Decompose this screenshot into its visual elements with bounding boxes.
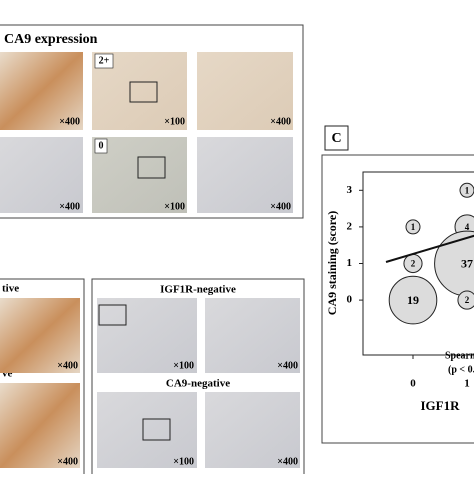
magnification: ×400	[59, 116, 80, 127]
y-tick-label: 0	[347, 294, 353, 306]
bubble	[459, 182, 474, 198]
bubble-label: 2	[411, 259, 416, 269]
label-box	[94, 138, 108, 154]
micrograph	[197, 52, 293, 130]
panel-border	[91, 278, 305, 479]
bubble-label: 1	[465, 185, 470, 195]
x-tick-label: 0	[410, 378, 416, 390]
bubble-label-layer: 1 2 19 1 4 37 2	[407, 185, 473, 306]
group-label: ve	[2, 368, 13, 380]
micrograph	[197, 137, 293, 213]
magnification: ×400	[57, 456, 78, 467]
micrograph	[205, 392, 300, 468]
inset-box	[142, 418, 171, 441]
panel-border	[0, 24, 304, 219]
bubble-label: 1	[411, 222, 416, 232]
magnification: ×400	[57, 360, 78, 371]
micrograph	[97, 298, 197, 373]
y-tick-label: 2	[347, 220, 353, 232]
micrograph	[0, 52, 83, 130]
inset-box	[129, 81, 158, 103]
panel-letter: C	[331, 131, 341, 146]
bubble	[388, 275, 438, 325]
x-tick-label: 1	[464, 378, 470, 390]
magnification: ×100	[164, 116, 185, 127]
magnification: ×400	[59, 201, 80, 212]
micrograph	[0, 383, 80, 468]
grade-label: 0	[99, 140, 104, 151]
bubble-label: 4	[465, 222, 470, 232]
bubble-label: 19	[407, 293, 419, 307]
y-axis-label: CA9 staining (score)	[325, 211, 339, 315]
micrograph	[205, 298, 300, 373]
magnification: ×400	[270, 201, 291, 212]
label-box	[94, 53, 114, 69]
bubble-label: 37	[461, 256, 473, 270]
x-axis-label: IGF1R	[421, 398, 461, 413]
panel-letter-box	[324, 125, 349, 151]
bubble	[405, 219, 421, 235]
y-tick-label: 3	[347, 184, 353, 196]
bubble-layer	[388, 182, 474, 325]
magnification: ×400	[277, 360, 298, 371]
annotation: Spearm	[445, 350, 474, 361]
magnification: ×100	[164, 201, 185, 212]
magnification: ×100	[173, 360, 194, 371]
inset-box	[98, 304, 127, 326]
micrograph	[0, 137, 83, 213]
bubble-label: 2	[465, 295, 470, 305]
grade-label: 2+	[99, 55, 110, 66]
trend-line	[385, 234, 474, 263]
inset-box	[137, 156, 166, 179]
panel-border	[0, 278, 85, 479]
micrograph	[0, 298, 80, 373]
annotation: (p < 0.0	[448, 364, 474, 375]
group-label: CA9-negative	[166, 378, 230, 390]
group-label: tive	[2, 283, 19, 295]
y-tick-label: 1	[347, 257, 353, 269]
group-label: IGF1R-negative	[160, 284, 236, 296]
micrograph	[92, 137, 187, 213]
magnification: ×400	[277, 456, 298, 467]
bubble	[457, 290, 474, 310]
panel-border	[321, 154, 474, 444]
magnification: ×100	[173, 456, 194, 467]
magnification: ×400	[270, 116, 291, 127]
panel-title: CA9 expression	[4, 32, 98, 47]
micrograph	[97, 392, 197, 468]
